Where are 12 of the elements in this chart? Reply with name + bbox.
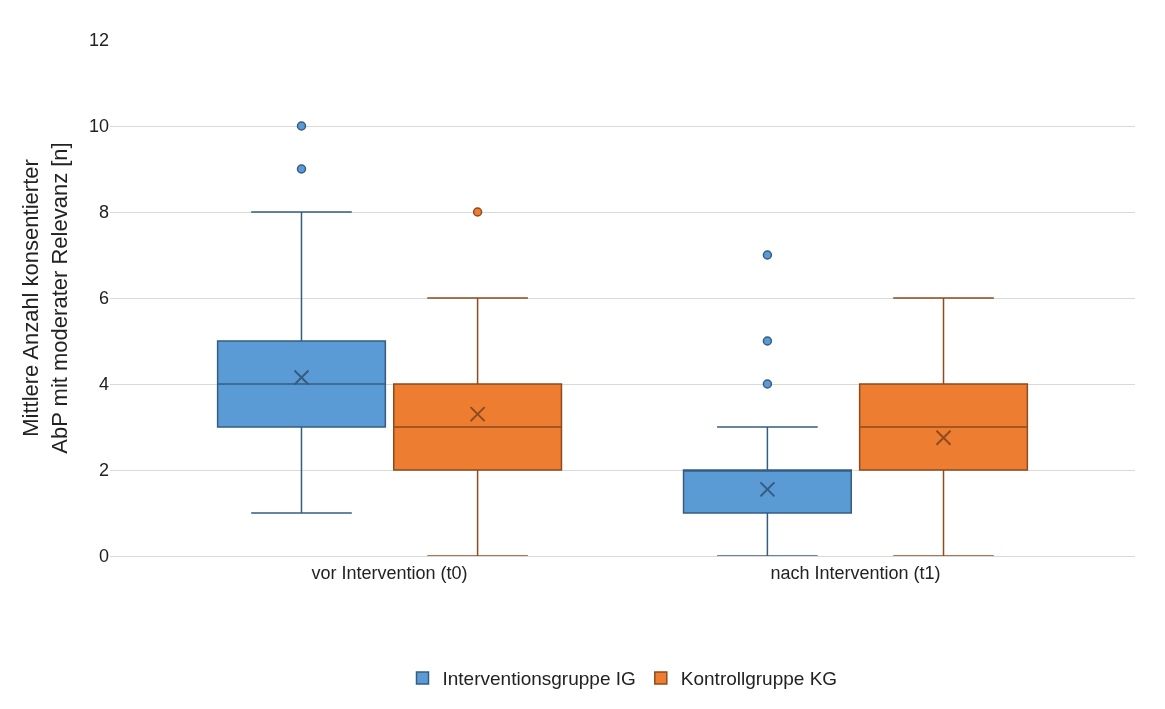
y-tick-label: 10 [88, 116, 109, 137]
y-tick-label: 4 [98, 374, 109, 395]
x-tick-label: nach Intervention (t1) [770, 562, 941, 583]
legend-label: Interventionsgruppe IG [442, 668, 636, 690]
y-tick-label: 0 [98, 546, 109, 567]
y-tick-label: 8 [98, 202, 109, 223]
x-tick-label: vor Intervention (t0) [311, 562, 468, 583]
y-tick-label: 6 [98, 288, 109, 309]
legend-label: Kontrollgruppe KG [680, 668, 838, 690]
y-tick-label: 12 [88, 30, 109, 51]
y-axis-title: Mittlere Anzahl konsentierter AbP mit moderater Relevanz [n] [18, 142, 72, 454]
y-tick-label: 2 [98, 460, 109, 481]
